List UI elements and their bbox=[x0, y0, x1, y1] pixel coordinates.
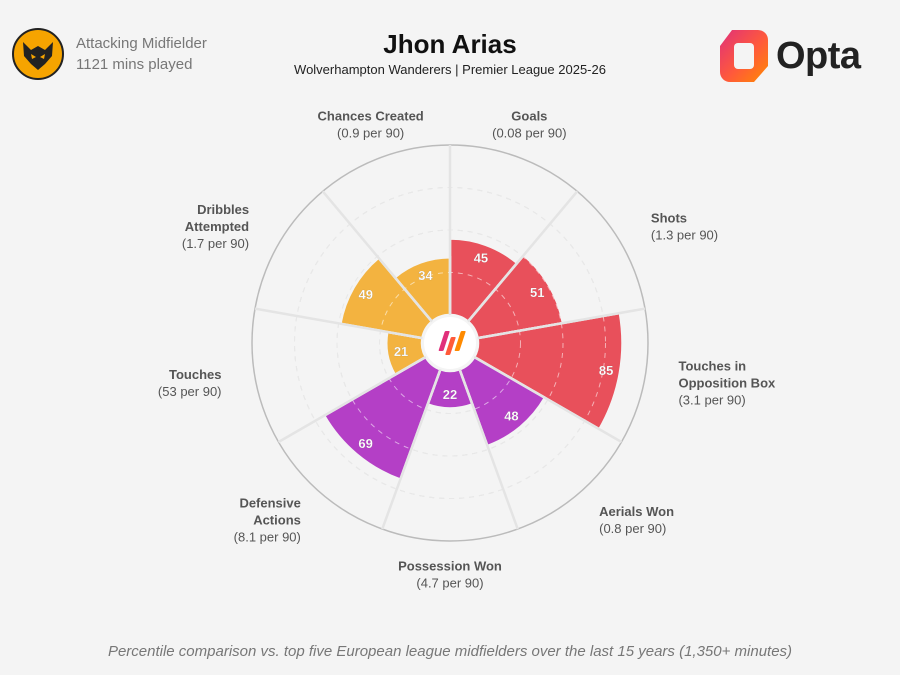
value-label-7: 21 bbox=[394, 344, 408, 359]
metric-name: Opposition Box bbox=[678, 375, 776, 390]
metric-value: (1.7 per 90) bbox=[182, 236, 249, 251]
metric-name: Actions bbox=[253, 513, 301, 528]
metric-name: Defensive bbox=[239, 496, 300, 511]
player-position: Attacking Midfielder bbox=[76, 35, 207, 52]
wedge-1 bbox=[448, 237, 519, 324]
metric-value: (8.1 per 90) bbox=[234, 530, 301, 545]
metric-value: (0.8 per 90) bbox=[599, 521, 666, 536]
metric-label-7: Touches (53 per 90) bbox=[158, 367, 222, 399]
metric-label-8: Dribbles Attempted (1.7 per 90) bbox=[182, 202, 249, 251]
metric-value: (1.3 per 90) bbox=[651, 228, 718, 243]
spoke-8 bbox=[254, 307, 423, 340]
opta-wordmark: Opta bbox=[776, 34, 861, 77]
metric-value: (4.7 per 90) bbox=[416, 576, 483, 591]
value-label-5: 22 bbox=[443, 387, 457, 402]
center-opta-icon bbox=[438, 331, 466, 355]
metric-label-5: Possession Won (4.7 per 90) bbox=[398, 559, 502, 591]
metric-label-4: Aerials Won (0.8 per 90) bbox=[599, 504, 674, 536]
value-label-8: 49 bbox=[359, 287, 373, 302]
value-label-9: 34 bbox=[418, 268, 433, 283]
metric-name: Touches in bbox=[678, 358, 746, 373]
club-crest-icon bbox=[12, 28, 64, 80]
player-meta-block: Attacking Midfielder 1121 mins played bbox=[12, 28, 207, 80]
metric-name: Dribbles bbox=[197, 202, 249, 217]
metric-label-1: Goals (0.08 per 90) bbox=[492, 108, 566, 140]
value-label-4: 48 bbox=[504, 409, 518, 424]
metric-label-3: Touches in Opposition Box (3.1 per 90) bbox=[678, 358, 776, 407]
metric-name: Shots bbox=[651, 211, 687, 226]
spoke-7 bbox=[277, 355, 427, 444]
metric-name: Touches bbox=[169, 367, 222, 382]
opta-logo: Opta bbox=[718, 26, 861, 86]
wedge-2 bbox=[466, 253, 565, 340]
value-label-1: 45 bbox=[474, 250, 488, 265]
spoke-5 bbox=[458, 368, 519, 530]
metric-value: (53 per 90) bbox=[158, 384, 222, 399]
value-label-3: 85 bbox=[599, 363, 613, 378]
metric-value: (0.08 per 90) bbox=[492, 125, 566, 140]
spoke-9 bbox=[321, 190, 433, 323]
value-label-6: 69 bbox=[358, 436, 372, 451]
spoke-6 bbox=[381, 368, 442, 530]
metric-name: Attempted bbox=[185, 219, 249, 234]
metric-label-6: Defensive Actions (8.1 per 90) bbox=[234, 496, 301, 545]
spoke-2 bbox=[467, 190, 579, 323]
wedge-8 bbox=[338, 255, 434, 340]
spoke-3 bbox=[477, 307, 646, 340]
metric-value: (3.1 per 90) bbox=[678, 392, 745, 407]
metric-name: Aerials Won bbox=[599, 504, 674, 519]
metric-name: Goals bbox=[511, 108, 547, 123]
footnote: Percentile comparison vs. top five Europ… bbox=[107, 643, 793, 660]
value-label-2: 51 bbox=[530, 285, 544, 300]
metric-name: Possession Won bbox=[398, 559, 502, 574]
wedge-3 bbox=[472, 311, 624, 431]
metric-label-9: Chances Created (0.9 per 90) bbox=[318, 108, 424, 140]
wedge-9 bbox=[393, 255, 452, 324]
metric-name: Chances Created bbox=[318, 108, 424, 123]
metric-label-2: Shots (1.3 per 90) bbox=[651, 211, 718, 243]
metric-value: (0.9 per 90) bbox=[337, 125, 404, 140]
minutes-played: 1121 mins played bbox=[76, 56, 193, 73]
spoke-4 bbox=[473, 355, 623, 444]
wedge-4 bbox=[457, 355, 547, 448]
opta-mark-icon bbox=[720, 30, 768, 82]
